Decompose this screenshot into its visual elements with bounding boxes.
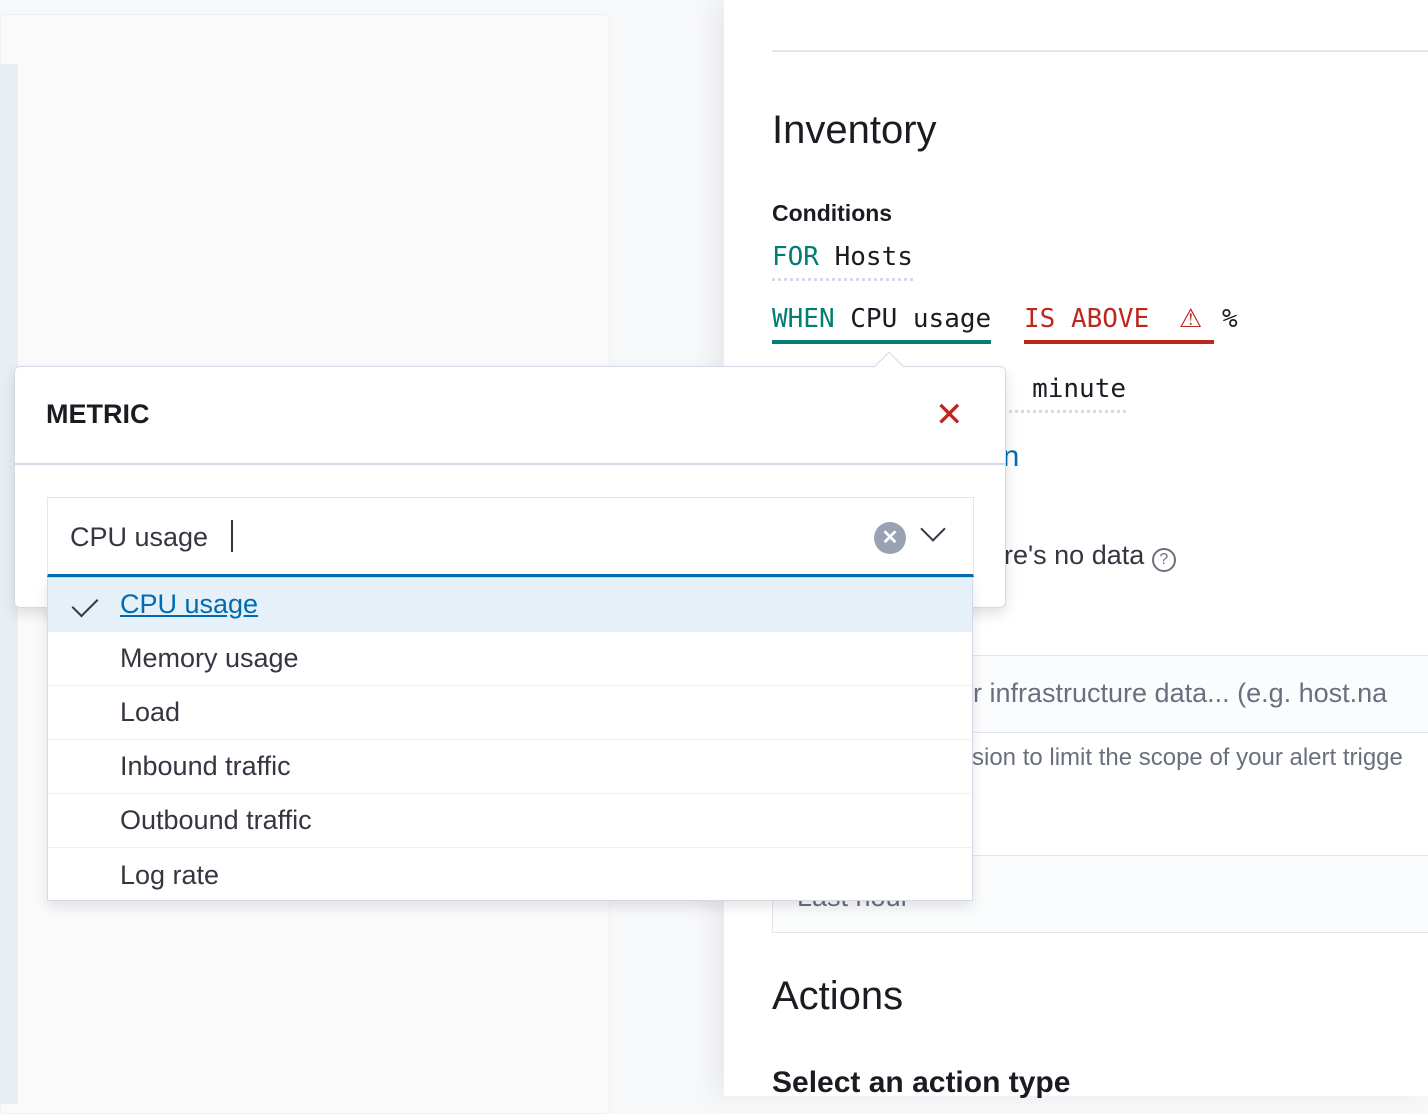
option-memory-usage[interactable]: Memory usage bbox=[48, 632, 972, 686]
help-icon: ? bbox=[1151, 548, 1176, 572]
no-data-text: re's no data bbox=[1004, 540, 1145, 570]
when-keyword: WHEN bbox=[772, 304, 835, 334]
popover-title: METRIC bbox=[46, 399, 150, 429]
filter-help-text: sion to limit the scope of your alert tr… bbox=[972, 744, 1403, 771]
option-inbound-traffic[interactable]: Inbound traffic bbox=[48, 740, 972, 794]
actions-title: Actions bbox=[772, 974, 904, 1018]
combobox-value[interactable]: CPU usage bbox=[70, 522, 209, 552]
duration-expression[interactable]: minute bbox=[954, 374, 1126, 413]
action-type-label: Select an action type bbox=[772, 1066, 1071, 1099]
metric-combobox[interactable]: CPU usage ✕ bbox=[47, 497, 974, 577]
when-expression[interactable]: WHEN CPU usage bbox=[772, 304, 992, 344]
option-label: Load bbox=[120, 697, 181, 727]
metric-options-list: CPU usage Memory usage Load Inbound traf… bbox=[47, 577, 973, 901]
flyout-title: Inventory bbox=[772, 108, 937, 152]
when-value: CPU usage bbox=[850, 304, 992, 334]
option-label: Memory usage bbox=[120, 643, 299, 673]
metric-popover: METRIC ✕ CPU usage ✕ bbox=[14, 366, 1006, 608]
close-icon[interactable]: ✕ bbox=[935, 395, 964, 435]
filter-placeholder: r infrastructure data... (e.g. host.na bbox=[973, 678, 1388, 708]
comparator: IS ABOVE bbox=[1024, 304, 1150, 334]
filter-input[interactable]: r infrastructure data... (e.g. host.na bbox=[972, 655, 1428, 733]
option-label: Inbound traffic bbox=[120, 751, 291, 781]
option-cpu-usage[interactable]: CPU usage bbox=[48, 578, 972, 632]
option-label: CPU usage bbox=[120, 589, 259, 619]
clear-icon[interactable]: ✕ bbox=[874, 522, 906, 554]
option-label: Log rate bbox=[120, 859, 220, 890]
text-cursor bbox=[231, 520, 233, 552]
option-label: Outbound traffic bbox=[120, 805, 312, 835]
for-keyword: FOR bbox=[772, 242, 819, 272]
check-icon bbox=[71, 590, 99, 618]
option-outbound-traffic[interactable]: Outbound traffic bbox=[48, 794, 972, 848]
background-strip bbox=[0, 64, 18, 1104]
divider bbox=[15, 463, 1005, 465]
unit: % bbox=[1222, 304, 1238, 334]
warning-icon: ⚠ bbox=[1178, 304, 1203, 334]
option-load[interactable]: Load bbox=[48, 686, 972, 740]
divider bbox=[772, 50, 1428, 52]
for-expression[interactable]: FOR Hosts bbox=[772, 242, 913, 281]
conditions-label: Conditions bbox=[772, 200, 893, 226]
for-value: Hosts bbox=[834, 242, 913, 272]
threshold-expression[interactable]: IS ABOVE ⚠ bbox=[1024, 304, 1214, 344]
no-data-checkbox-label[interactable]: re's no data ? bbox=[1004, 540, 1176, 572]
chevron-down-icon[interactable] bbox=[920, 516, 946, 542]
option-log-rate[interactable]: Log rate bbox=[48, 848, 972, 902]
